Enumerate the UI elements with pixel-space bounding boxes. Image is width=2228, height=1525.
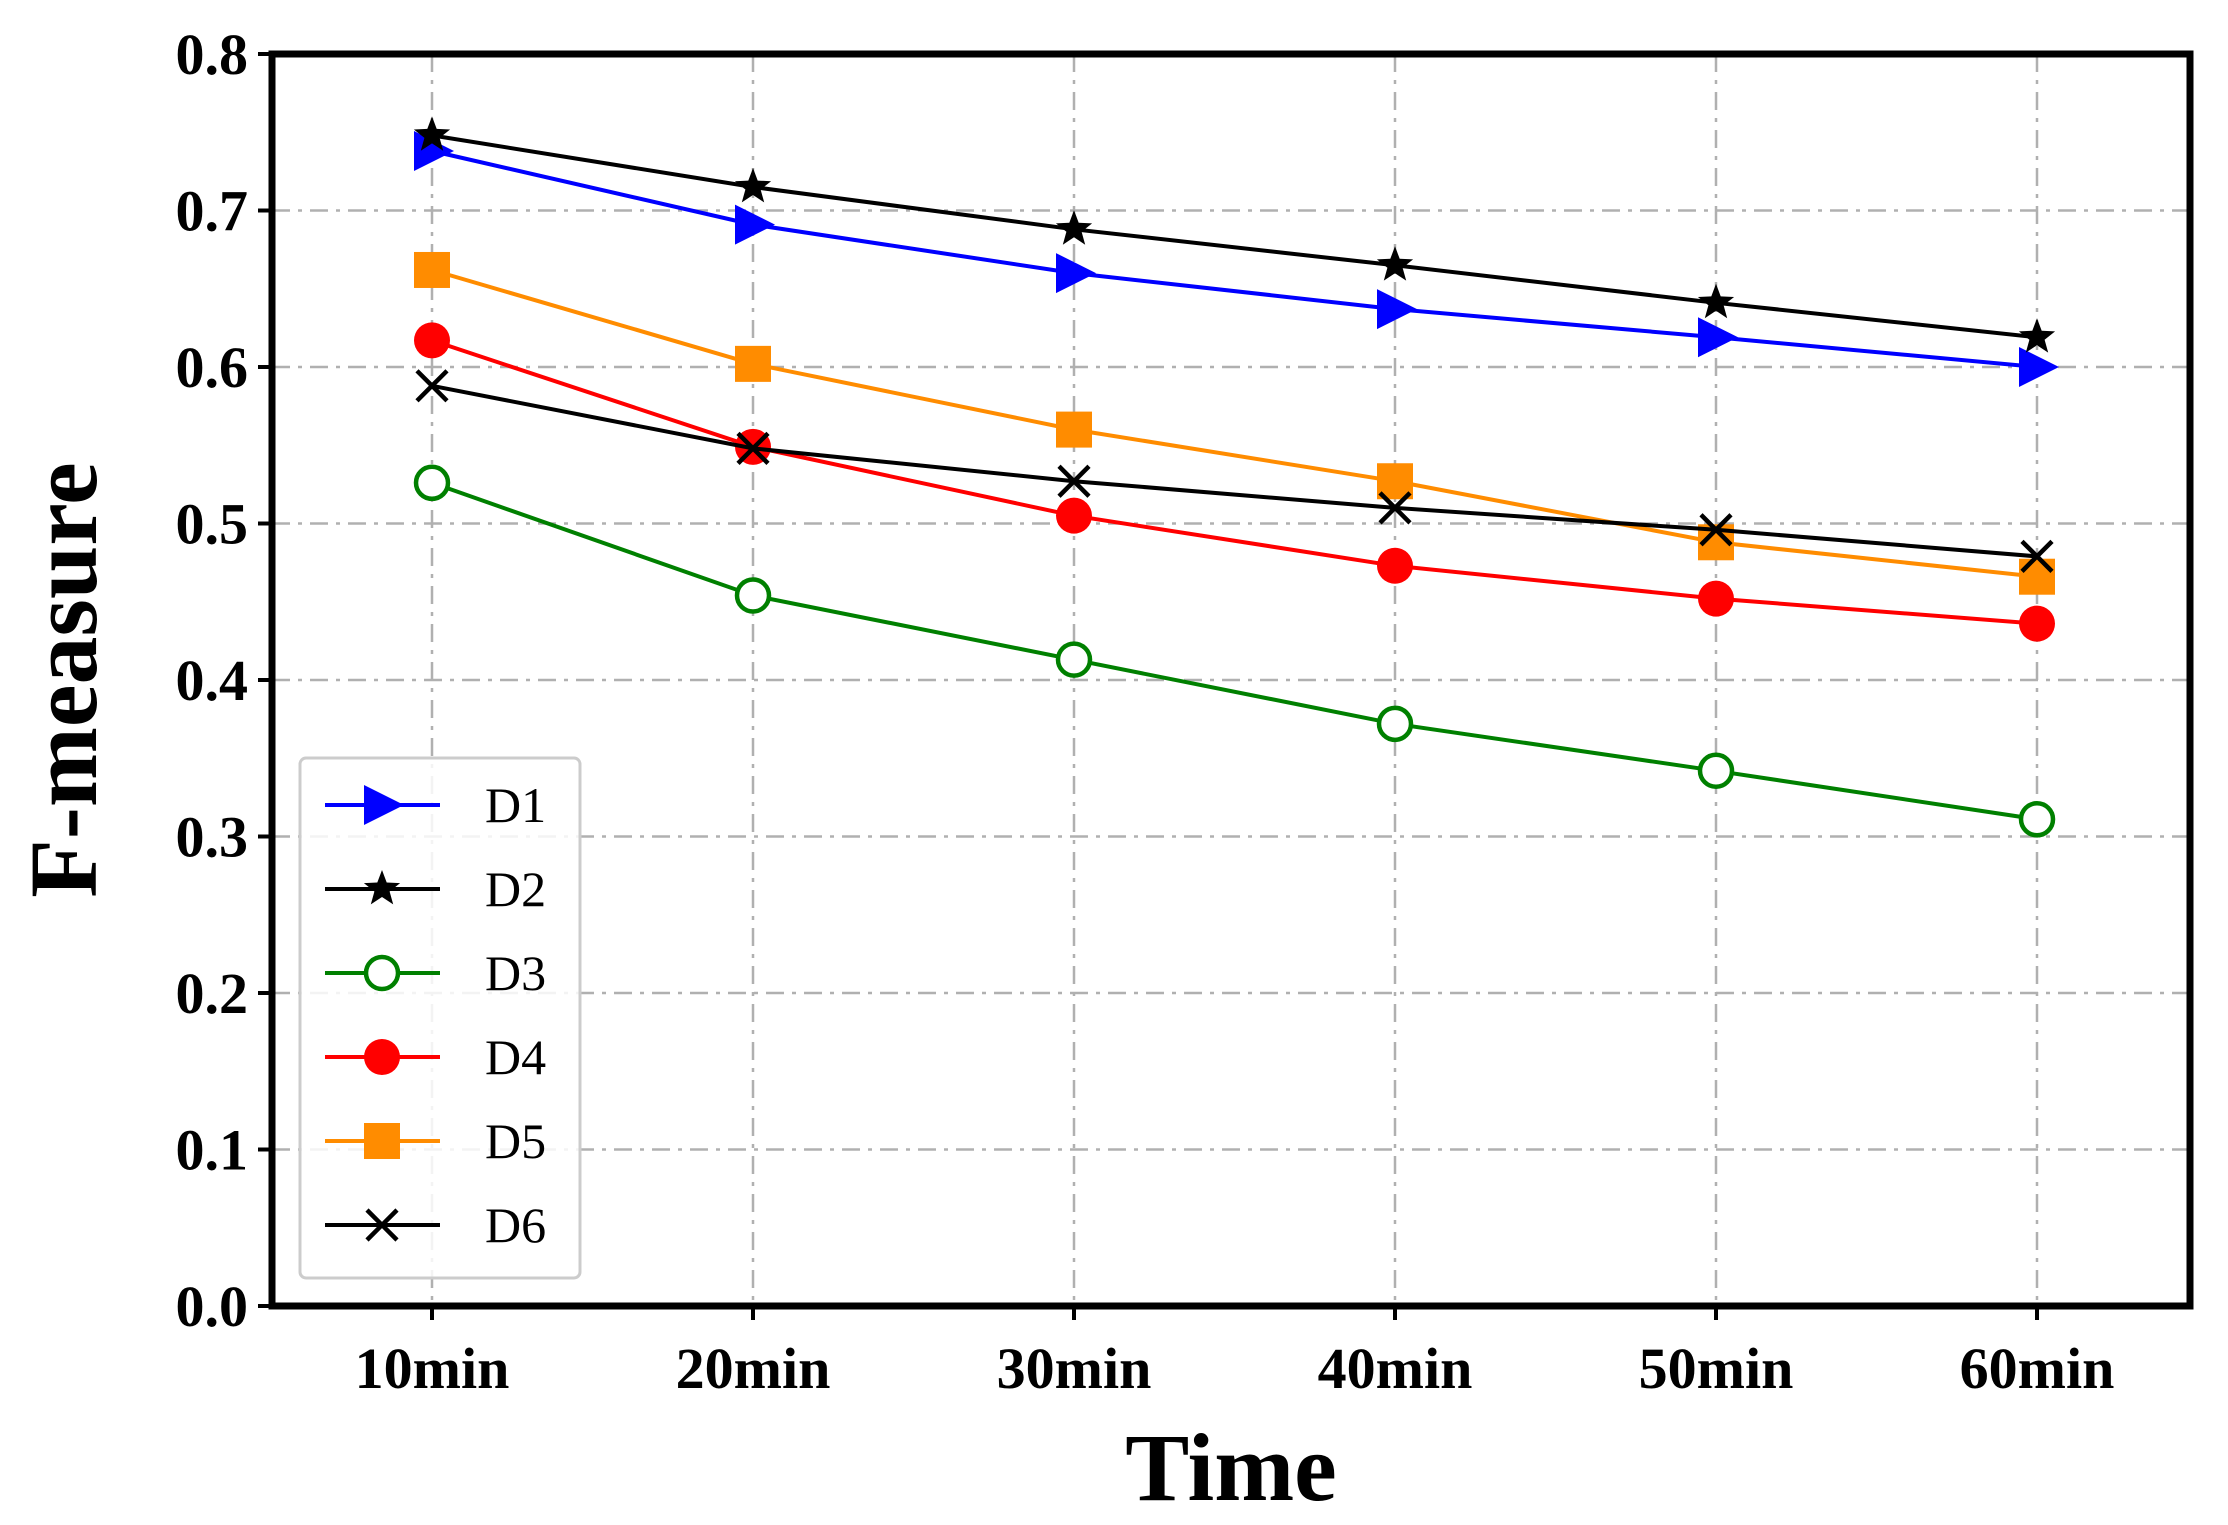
data-point: [1056, 253, 1096, 294]
series-group: [413, 116, 2059, 838]
data-point: [414, 251, 450, 288]
series-line: [431, 149, 2038, 369]
y-tick-label: 0.3: [176, 805, 249, 870]
x-axis-title: Time: [1125, 1414, 1337, 1521]
x-tick-label: 30min: [997, 1336, 1152, 1401]
y-tick-label: 0.4: [176, 648, 249, 713]
data-point: [2019, 558, 2055, 595]
x-tick-label: 10min: [355, 1336, 510, 1401]
data-point: [736, 431, 770, 465]
y-tick-label: 0.8: [176, 22, 249, 87]
y-tick-label: 0.6: [176, 335, 249, 400]
data-point: [415, 369, 449, 403]
legend-label: D6: [485, 1197, 546, 1253]
y-axis-title: F-measure: [10, 462, 117, 897]
data-point: [2018, 801, 2056, 838]
data-point: [2018, 318, 2056, 353]
data-point: [1698, 317, 1738, 358]
series-d4: [414, 322, 2055, 642]
series-line: [431, 480, 2038, 822]
series-line: [431, 133, 2038, 340]
legend-label: D3: [485, 945, 546, 1001]
data-point: [1376, 246, 1414, 281]
series-d5: [414, 251, 2055, 595]
y-tick-label: 0.5: [176, 492, 249, 557]
data-point: [2019, 605, 2055, 642]
legend-marker: [363, 870, 401, 905]
series-d1: [414, 131, 2059, 387]
legend-label: D1: [485, 777, 546, 833]
legend-marker: [365, 1208, 399, 1242]
series-line: [431, 268, 2038, 579]
data-point: [1697, 283, 1735, 319]
x-tick-label: 60min: [1960, 1336, 2115, 1401]
legend-item: D2: [325, 861, 546, 917]
grid: [272, 54, 2190, 1306]
y-tick-label: 0.1: [176, 1118, 249, 1183]
legend: D1 D2 D3 D4 D5 D6: [298, 756, 582, 1280]
data-point: [1056, 497, 1092, 534]
series-line: [431, 338, 2038, 626]
x-tick-label: 40min: [1318, 1336, 1473, 1401]
legend-item: D3: [325, 945, 546, 1001]
data-point: [1056, 411, 1092, 448]
data-point: [1377, 289, 1417, 330]
data-point: [734, 168, 772, 203]
legend-item: D4: [325, 1029, 546, 1085]
legend-item: D1: [325, 777, 546, 833]
data-point: [414, 322, 450, 359]
data-point: [1055, 210, 1093, 245]
data-point: [413, 464, 451, 502]
x-tick-label: 20min: [676, 1336, 831, 1401]
series-d3: [413, 464, 2056, 838]
data-point: [734, 577, 772, 614]
data-point: [1055, 641, 1093, 678]
data-point: [1378, 491, 1412, 525]
x-tick-label: 50min: [1639, 1336, 1794, 1401]
data-point: [1057, 464, 1091, 498]
axis-ticks: 0.0 0.1 0.2 0.3 0.4 0.5 0.6 0.7 0.8 10min 20min 30m…: [176, 22, 2115, 1401]
legend-label: D5: [485, 1113, 546, 1169]
legend-marker: [364, 1123, 400, 1159]
data-point: [413, 116, 451, 151]
legend-label: D4: [485, 1029, 546, 1085]
data-point: [2019, 347, 2059, 387]
y-tick-label: 0.0: [176, 1274, 249, 1339]
legend-marker: [363, 954, 401, 992]
legend-item: D5: [325, 1113, 546, 1169]
data-point: [1699, 513, 1733, 547]
legend-item: D6: [325, 1197, 546, 1253]
legend-marker: [364, 1039, 400, 1075]
series-d6: [415, 369, 2054, 573]
legend-label: D2: [485, 861, 546, 917]
data-point: [735, 204, 775, 245]
data-point: [735, 345, 771, 382]
data-point: [2020, 539, 2054, 573]
y-tick-label: 0.7: [176, 179, 249, 244]
data-point: [1697, 752, 1735, 790]
data-point: [1377, 547, 1413, 584]
y-tick-label: 0.2: [176, 961, 249, 1026]
legend-marker: [364, 785, 404, 825]
data-point: [1376, 705, 1414, 743]
data-point: [1698, 580, 1734, 617]
series-d2: [413, 116, 2056, 353]
series-line: [431, 383, 2038, 559]
